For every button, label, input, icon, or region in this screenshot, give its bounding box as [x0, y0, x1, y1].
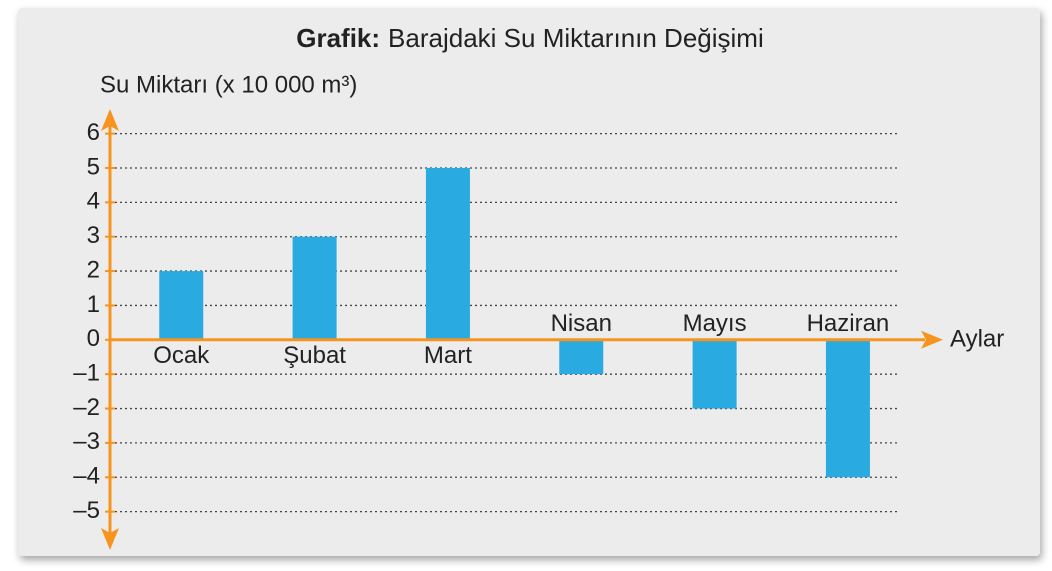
- y-tick-label: –1: [73, 360, 100, 387]
- x-tick-label: Ocak: [153, 342, 210, 369]
- axes: [101, 109, 943, 550]
- y-tick-label: –4: [73, 463, 100, 490]
- y-tick-label: 1: [87, 291, 100, 318]
- x-axis-arrow: [921, 330, 943, 349]
- x-axis-label: Aylar: [950, 325, 1004, 352]
- y-tick-label: 4: [87, 188, 100, 215]
- bar: [159, 271, 204, 340]
- bar: [425, 167, 470, 340]
- y-tick-label: –3: [73, 428, 100, 455]
- bar: [825, 339, 870, 478]
- title-label: Grafik:: [296, 23, 380, 53]
- chart-title: Grafik: Barajdaki Su Miktarının Değişimi: [296, 23, 764, 53]
- x-tick-label: Şubat: [283, 342, 346, 369]
- y-axis-label: Su Miktarı (x 10 000 m³): [100, 71, 357, 98]
- y-axis-arrow-top: [101, 109, 119, 131]
- bar: [692, 339, 737, 409]
- x-tick-label: Nisan: [551, 310, 612, 337]
- y-tick-label: 0: [87, 325, 100, 352]
- y-tick-label: 5: [87, 153, 100, 180]
- x-tick-label: Haziran: [807, 310, 890, 337]
- bar: [559, 339, 604, 375]
- y-axis-arrow-bottom: [101, 528, 119, 550]
- bars: [159, 167, 870, 478]
- panel: [18, 8, 1040, 556]
- y-tick-label: 2: [87, 256, 100, 283]
- title-text: Barajdaki Su Miktarının Değişimi: [388, 23, 764, 53]
- y-tick-label: –5: [73, 497, 100, 524]
- bar: [292, 236, 337, 340]
- y-tick-label: –2: [73, 394, 100, 421]
- x-tick-label: Mayıs: [683, 310, 747, 337]
- y-tick-label: 6: [87, 119, 100, 146]
- x-tick-label: Mart: [424, 342, 472, 369]
- y-tick-label: 3: [87, 222, 100, 249]
